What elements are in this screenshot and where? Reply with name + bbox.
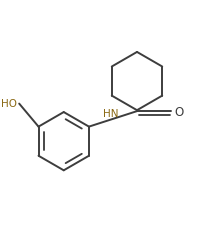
Text: HN: HN [103,108,119,118]
Text: HO: HO [1,99,17,109]
Text: O: O [174,105,183,118]
